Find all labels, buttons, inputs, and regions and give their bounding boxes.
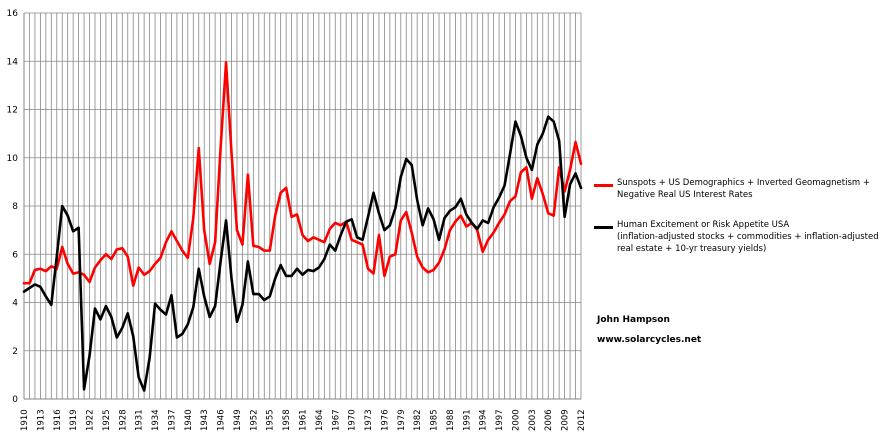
x-tick-label: 1976	[380, 409, 390, 431]
x-tick-label: 1949	[233, 409, 243, 431]
legend-black-line-1: Human Excitement or Risk Appetite USA	[617, 220, 790, 230]
y-tick-label: 6	[12, 250, 18, 260]
x-tick-label: 1991	[462, 409, 472, 431]
y-tick-label: 14	[7, 57, 19, 67]
legend-red-line-2: Negative Real US Interest Rates	[617, 190, 753, 200]
legend-entry-black: Human Excitement or Risk Appetite USA (i…	[617, 219, 879, 255]
x-axis-ticks: 1910 1913 1916 1919 1922 1925 1928 1931 1934 1937…	[20, 409, 587, 431]
legend-swatch-red	[594, 184, 613, 187]
x-tick-label: 1910	[20, 409, 30, 431]
x-tick-label: 1943	[200, 409, 210, 431]
x-tick-label: 1958	[282, 409, 292, 431]
series-line-black	[22, 115, 583, 392]
x-tick-label: 2009	[561, 409, 571, 431]
x-tick-label: 1946	[217, 409, 227, 431]
x-tick-label: 1979	[397, 409, 407, 431]
x-tick-label: 2012	[577, 409, 587, 431]
x-tick-label: 1967	[331, 409, 341, 431]
x-tick-label: 1994	[479, 409, 489, 431]
x-tick-label: 1961	[299, 409, 309, 431]
x-tick-label: 1955	[266, 409, 276, 431]
y-tick-label: 12	[7, 106, 18, 116]
x-tick-label: 1919	[69, 409, 79, 431]
x-tick-label: 1922	[86, 409, 96, 431]
x-tick-label: 1913	[36, 409, 46, 431]
y-tick-label: 0	[12, 395, 18, 405]
legend-black-line-3: real estate + 10-yr treasury yields)	[617, 244, 767, 254]
x-tick-label: 1928	[118, 409, 128, 431]
x-tick-label: 1970	[348, 409, 358, 431]
x-tick-label: 1988	[446, 409, 456, 431]
y-axis-ticks: 0 2 4 6 8 10 12 14 16	[7, 9, 19, 405]
x-tick-label: 1937	[167, 409, 177, 431]
x-tick-label: 1925	[102, 409, 112, 431]
author-website: www.solarcycles.net	[597, 335, 702, 345]
y-tick-label: 16	[7, 9, 19, 19]
x-tick-label: 1940	[184, 409, 194, 431]
series-line-red	[22, 61, 583, 287]
y-tick-label: 2	[12, 347, 18, 357]
x-tick-label: 1985	[430, 409, 440, 431]
y-tick-label: 4	[12, 299, 18, 309]
author-name: John Hampson	[597, 315, 670, 325]
horizontal-gridlines	[24, 12, 581, 352]
x-tick-label: 1964	[315, 409, 325, 431]
x-tick-label: 1997	[495, 409, 505, 431]
x-tick-label: 1982	[413, 409, 423, 431]
x-tick-label: 2000	[511, 409, 521, 431]
y-tick-label: 8	[12, 202, 18, 212]
x-tick-label: 1973	[364, 409, 374, 431]
x-tick-label: 1934	[151, 409, 161, 431]
x-tick-label: 1952	[249, 409, 259, 431]
legend-black-line-2: (inflation-adjusted stocks + commodities…	[617, 232, 879, 242]
x-tick-label: 1931	[135, 409, 145, 431]
legend-entry-red: Sunspots + US Demographics + Inverted Ge…	[617, 177, 870, 201]
x-tick-label: 1916	[53, 409, 63, 431]
x-tick-label: 2006	[544, 409, 554, 431]
x-tick-label: 2003	[528, 409, 538, 431]
series-layer	[22, 61, 583, 392]
legend-red-line-1: Sunspots + US Demographics + Inverted Ge…	[617, 178, 870, 188]
y-tick-label: 10	[7, 154, 19, 164]
legend-swatch-black	[594, 226, 613, 229]
